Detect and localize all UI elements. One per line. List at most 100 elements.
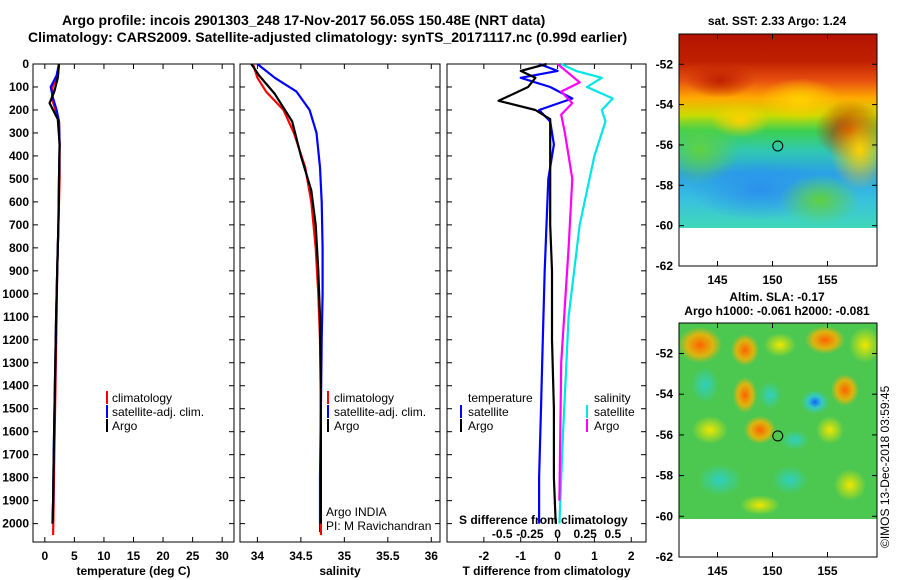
y-tick-label: 100: [9, 80, 29, 94]
y-tick-label: 800: [9, 241, 29, 255]
secondary-x-tick-label: 0: [554, 527, 561, 541]
x-tick-label: 35.5: [376, 549, 400, 563]
sla_map-axes: -52 -54 -56 -58 -60 -62 145 150 155: [656, 322, 878, 578]
x-tick-label: 35: [338, 549, 352, 563]
y-tick-label: 500: [9, 172, 29, 186]
x-tick-label: -1: [515, 549, 526, 563]
x-tick-label: 0: [554, 549, 561, 563]
argo-location-marker: [772, 140, 784, 152]
x-tick-label: 34: [251, 549, 265, 563]
annotation-line-1: Argo INDIA: [326, 505, 387, 519]
x-tick-label: 20: [156, 549, 170, 563]
x-tick-label: 30: [215, 549, 229, 563]
x-tick-label: 0: [41, 549, 48, 563]
x-tick-label: 1: [591, 549, 598, 563]
map-y-tick-label: -62: [656, 550, 674, 564]
secondary-x-tick-label: -0.5: [492, 527, 513, 541]
title-line-1: Argo profile: incois 2901303_248 17-Nov-…: [62, 12, 546, 28]
annotation-line-2: PI: M Ravichandran: [326, 519, 431, 533]
sla-map-title: Altim. SLA: -0.17: [729, 290, 825, 304]
profile-panel-temperature: 0100200300400500600700800900100011001200…: [2, 57, 235, 578]
y-tick-label: 1100: [3, 310, 29, 324]
map-y-tick-label: -52: [656, 57, 674, 71]
y-tick-label: 1000: [2, 287, 29, 301]
legend-label-s-satellite: satellite: [594, 405, 635, 419]
y-tick-label: 1900: [2, 494, 29, 508]
y-tick-label: 200: [9, 103, 29, 117]
s-diff-axis-title: S difference from climatology: [459, 513, 628, 527]
map-x-tick-label: 150: [762, 564, 782, 578]
y-tick-label: 2000: [2, 517, 29, 531]
y-tick-label: 1600: [2, 425, 29, 439]
sst-map-title: sat. SST: 2.33 Argo: 1.24: [708, 14, 847, 28]
y-tick-label: 1200: [2, 333, 29, 347]
legend-label-argo: Argo: [334, 419, 360, 433]
x-tick-label: 36: [425, 549, 439, 563]
panel-frame: [239, 63, 441, 543]
legend-label-argo: Argo: [112, 419, 138, 433]
sst-map-image: [679, 34, 877, 228]
y-tick-label: 1300: [2, 356, 29, 370]
legend-label-t-satellite: satellite: [468, 405, 509, 419]
x-axis-title: temperature (deg C): [76, 564, 190, 578]
y-tick-label: 1700: [2, 448, 29, 462]
x-tick-label: 10: [97, 549, 111, 563]
y-tick-label: 400: [9, 149, 29, 163]
map-y-tick-label: -52: [656, 347, 674, 361]
map-y-tick-label: -56: [656, 138, 674, 152]
map-x-tick-label: 155: [817, 273, 837, 287]
y-tick-label: 900: [9, 264, 29, 278]
legend-label-climatology: climatology: [334, 391, 394, 405]
sla-map-image: [679, 323, 877, 519]
x-tick-label: -2: [479, 549, 490, 563]
series-line: [251, 63, 322, 536]
sla-map-subtitle: Argo h1000: -0.061 h2000: -0.081: [684, 304, 870, 318]
sst_map-axes: -52 -54 -56 -58 -60 -62 145 150 155: [656, 33, 878, 287]
map-x-tick-label: 150: [762, 273, 782, 287]
legend-title-temperature: temperature: [468, 391, 533, 405]
argo-location-marker: [772, 430, 784, 442]
map-y-tick-label: -58: [656, 469, 674, 483]
series-line: [558, 63, 614, 524]
x-tick-label: 34.5: [289, 549, 313, 563]
y-tick-label: 600: [9, 195, 29, 209]
y-tick-label: 0: [22, 57, 29, 71]
sal-legend: climatology satellite-adj. clim. Argo Ar…: [319, 391, 431, 533]
map-x-tick-label: 145: [707, 564, 727, 578]
x-tick-label: 2: [628, 549, 635, 563]
x-axis-title: T difference from climatology: [462, 564, 630, 578]
secondary-x-tick-label: -0.25: [516, 527, 544, 541]
series-line: [48, 63, 61, 524]
panel-frame: [32, 63, 235, 543]
legend-label-climatology: climatology: [112, 391, 172, 405]
legend-title-salinity: salinity: [594, 391, 631, 405]
map-y-tick-label: -54: [656, 387, 674, 401]
profile-panel-difference: -2 -1 0 1 2T difference from climatology -0.5…: [446, 62, 647, 578]
map-y-tick-label: -60: [656, 219, 674, 233]
imos-timestamp: ©IMOS 13-Dec-2018 03:59:45: [878, 385, 892, 548]
panel-frame: [446, 63, 647, 543]
map-y-tick-label: -62: [656, 259, 674, 273]
series-line: [519, 62, 574, 524]
legend-label-s-argo: Argo: [594, 419, 620, 433]
y-tick-label: 1400: [2, 379, 29, 393]
series-line: [250, 63, 322, 524]
profile-panel-salinity: 34 34.5 35 35.5 36 salinity: [239, 63, 441, 578]
series-line: [497, 62, 557, 524]
map-y-tick-label: -56: [656, 428, 674, 442]
title-line-2: Climatology: CARS2009. Satellite-adjuste…: [28, 29, 628, 45]
x-tick-label: 25: [186, 549, 200, 563]
legend-label-t-argo: Argo: [468, 419, 494, 433]
map-x-tick-label: 155: [817, 564, 837, 578]
temp-legend: climatology satellite-adj. clim. Argo: [106, 391, 204, 433]
series-line: [256, 63, 324, 524]
legend-label-satellite: satellite-adj. clim.: [334, 405, 426, 419]
x-tick-label: 5: [71, 549, 78, 563]
secondary-x-tick-label: 0.25: [574, 527, 598, 541]
map-frame: [678, 322, 878, 558]
x-tick-label: 15: [127, 549, 141, 563]
y-tick-label: 1800: [2, 471, 29, 485]
diff-legend: temperature satellite Argo salinity sate…: [460, 391, 635, 433]
map-x-tick-label: 145: [707, 273, 727, 287]
